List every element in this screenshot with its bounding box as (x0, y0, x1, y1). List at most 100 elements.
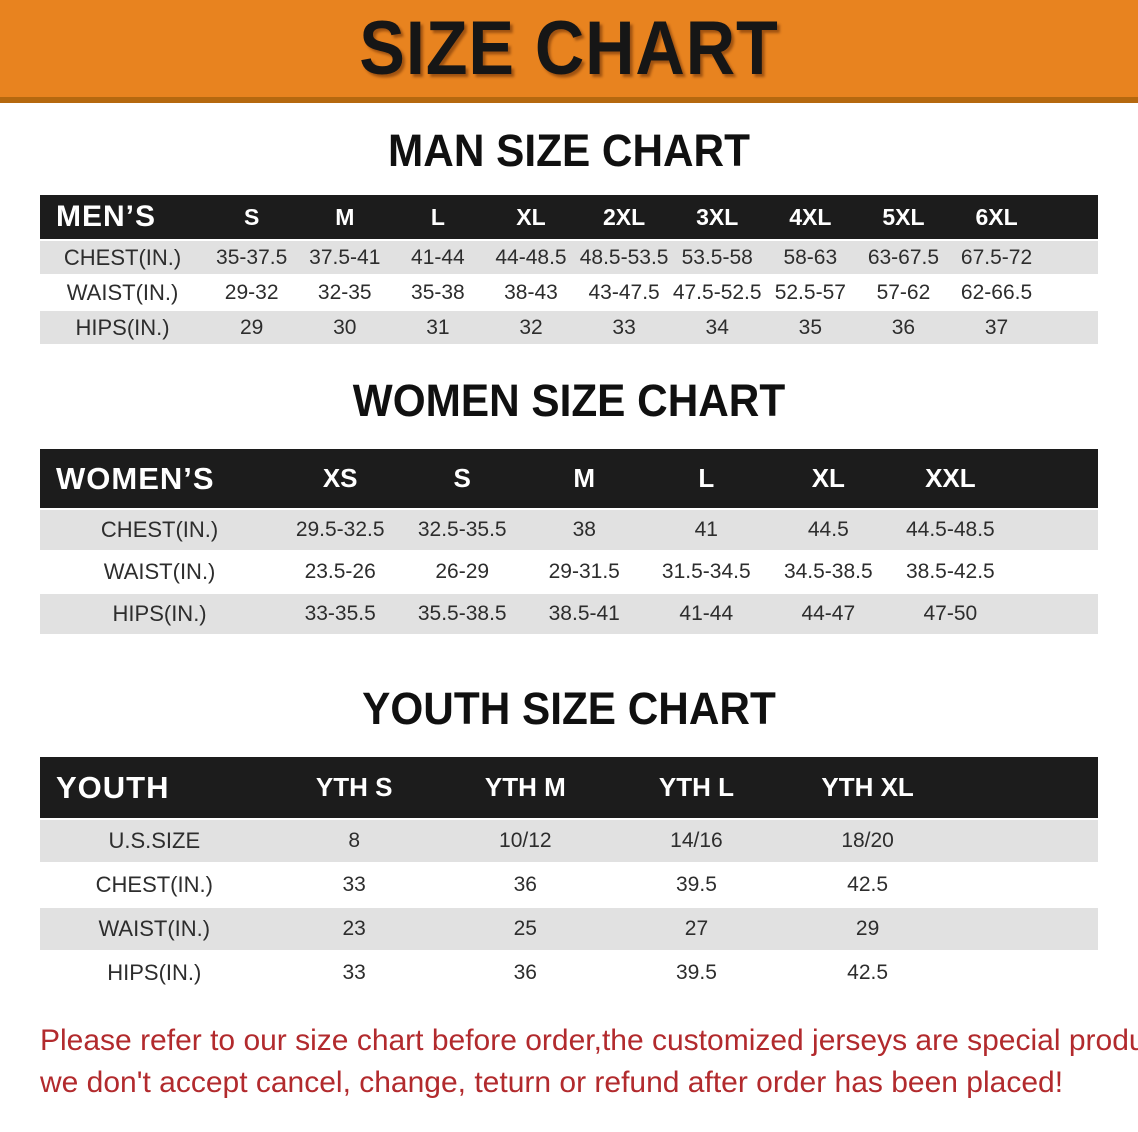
table-row: WAIST(IN.) 23 25 27 29 (40, 907, 1098, 951)
measurement-value-cell: 35-37.5 (216, 245, 288, 269)
measurement-label-cell: WAIST(IN.) (103, 559, 216, 584)
measurement-value-cell: 47-50 (923, 602, 978, 625)
measurement-value-cell: 42.5 (847, 961, 889, 984)
measurement-value-cell: 44-47 (801, 602, 856, 625)
table-row: WAIST(IN.) 29-32 32-35 35-38 38-43 43-47.5 47.… (40, 275, 1098, 310)
table-row: CHEST(IN.) 33 36 39.5 42.5 (40, 863, 1098, 907)
disclaimer-line-1: Please refer to our size chart before or… (40, 1024, 1138, 1057)
size-column-header: XS (279, 449, 402, 509)
filler-cell (1043, 310, 1098, 345)
measurement-value-cell: 38-43 (504, 280, 558, 304)
measurement-value-cell: 32-35 (317, 280, 372, 304)
size-column-header: XL (767, 449, 890, 509)
filler-cell (1043, 195, 1098, 240)
measurement-value-cell: 31 (426, 315, 450, 339)
measurement-value-cell: 41-44 (411, 245, 465, 269)
size-column-header: XL (484, 195, 578, 240)
men-section-heading: MAN SIZE CHART (388, 125, 750, 176)
men-size-table: MEN’S S M L XL 2XL 3XL 4XL 5XL 6XL CHEST(IN.) 35-37… (40, 195, 1098, 346)
size-column-header: S (401, 449, 524, 509)
measurement-value-cell: 38 (572, 518, 596, 541)
measurement-value-cell: 34.5-38.5 (783, 560, 873, 583)
measurement-value-cell: 29.5-32.5 (295, 518, 385, 541)
category-header: WOMEN’S (40, 449, 280, 509)
table-row: HIPS(IN.) 33-35.5 35.5-38.5 38.5-41 41-44 44-… (40, 593, 1098, 635)
size-column-header: S (205, 195, 299, 240)
measurement-label-cell: U.S.SIZE (108, 828, 201, 853)
measurement-value-cell: 63-67.5 (867, 245, 940, 269)
measurement-value-cell: 37 (984, 315, 1009, 339)
measurement-value-cell: 23 (342, 917, 366, 940)
filler-cell (1011, 551, 1098, 593)
measurement-value-cell: 36 (513, 873, 537, 896)
disclaimer-line-2: we don't accept cancel, change, teturn o… (40, 1066, 1064, 1099)
measurement-value-cell: 67.5-72 (960, 245, 1033, 269)
size-column-header: L (391, 195, 485, 240)
measurement-value-cell: 44.5-48.5 (905, 518, 995, 541)
measurement-value-cell: 62-66.5 (960, 280, 1033, 304)
measurement-value-cell: 36 (513, 961, 537, 984)
measurement-label-cell: CHEST(IN.) (95, 872, 213, 897)
measurement-value-cell: 23.5-26 (304, 560, 376, 583)
measurement-value-cell: 25 (513, 917, 537, 940)
measurement-value-cell: 41-44 (679, 602, 734, 625)
measurement-value-cell: 18/20 (841, 829, 894, 852)
measurement-value-cell: 29 (239, 315, 264, 339)
table-row: HIPS(IN.) 33 36 39.5 42.5 (40, 951, 1098, 995)
filler-cell (1043, 275, 1098, 310)
page-title: SIZE CHART (359, 5, 779, 91)
size-column-header: YTH L (610, 757, 783, 819)
size-column-header: 5XL (856, 195, 950, 240)
measurement-value-cell: 44.5 (807, 518, 849, 541)
size-column-header: YTH S (268, 757, 440, 819)
measurement-value-cell: 42.5 (847, 873, 889, 896)
measurement-value-cell: 33 (342, 873, 366, 896)
measurement-value-cell: 44-48.5 (495, 245, 567, 269)
measurement-value-cell: 26-29 (435, 560, 490, 583)
filler-cell (1011, 593, 1098, 635)
header-row: WOMEN’S XS S M L XL XXL (40, 449, 1098, 509)
size-column-header: M (523, 449, 646, 509)
size-column-header: M (298, 195, 392, 240)
filler-cell (953, 819, 1098, 863)
size-column-header: 3XL (670, 195, 764, 240)
measurement-label-cell: HIPS(IN.) (112, 601, 207, 626)
youth-section-heading: YOUTH SIZE CHART (362, 683, 776, 734)
filler-cell (1011, 449, 1098, 509)
section-women: WOMEN SIZE CHART WOMEN’S XS S M L XL XXL CHEST(… (0, 346, 1138, 636)
measurement-value-cell: 57-62 (876, 280, 931, 304)
table-row: CHEST(IN.) 35-37.5 37.5-41 41-44 44-48.5 48.5… (40, 240, 1098, 275)
size-column-header: L (645, 449, 768, 509)
size-column-header: YTH XL (782, 757, 954, 819)
measurement-value-cell: 38.5-42.5 (905, 560, 995, 583)
measurement-value-cell: 27 (684, 917, 709, 940)
measurement-value-cell: 33 (612, 315, 636, 339)
size-column-header: 4XL (763, 195, 857, 240)
measurement-label-cell: HIPS(IN.) (75, 314, 170, 340)
size-chart-content: MAN SIZE CHART MEN’S S M L XL 2XL 3XL 4XL 5XL 6XL… (0, 103, 1138, 996)
filler-cell (953, 757, 1098, 819)
measurement-value-cell: 14/16 (670, 829, 723, 852)
measurement-value-cell: 43-47.5 (588, 280, 660, 304)
measurement-value-cell: 58-63 (783, 245, 838, 269)
table-row: HIPS(IN.) 29 30 31 32 33 34 35 36 37 (40, 310, 1098, 345)
category-header: MEN’S (40, 195, 206, 240)
table-row: U.S.SIZE 8 10/12 14/16 18/20 (40, 819, 1098, 863)
filler-cell (953, 863, 1098, 907)
size-column-header: 2XL (577, 195, 671, 240)
filler-cell (953, 951, 1098, 995)
measurement-label-cell: CHEST(IN.) (63, 244, 182, 270)
size-column-header: YTH M (439, 757, 611, 819)
measurement-label-cell: WAIST(IN.) (66, 279, 179, 305)
section-youth: YOUTH SIZE CHART YOUTH YTH S YTH M YTH L YTH… (0, 636, 1138, 996)
size-column-header: XXL (889, 449, 1012, 509)
measurement-value-cell: 35-38 (411, 280, 465, 304)
measurement-value-cell: 38.5-41 (548, 602, 620, 625)
measurement-value-cell: 52.5-57 (774, 280, 846, 304)
measurement-value-cell: 29-31.5 (548, 560, 620, 583)
banner: SIZE CHART (0, 0, 1138, 103)
measurement-value-cell: 39.5 (676, 873, 717, 896)
table-row: CHEST(IN.) 29.5-32.5 32.5-35.5 38 41 44.5 44.5… (40, 509, 1098, 551)
header-row: MEN’S S M L XL 2XL 3XL 4XL 5XL 6XL (40, 195, 1098, 240)
section-men: MAN SIZE CHART MEN’S S M L XL 2XL 3XL 4XL 5XL 6XL… (0, 103, 1138, 346)
